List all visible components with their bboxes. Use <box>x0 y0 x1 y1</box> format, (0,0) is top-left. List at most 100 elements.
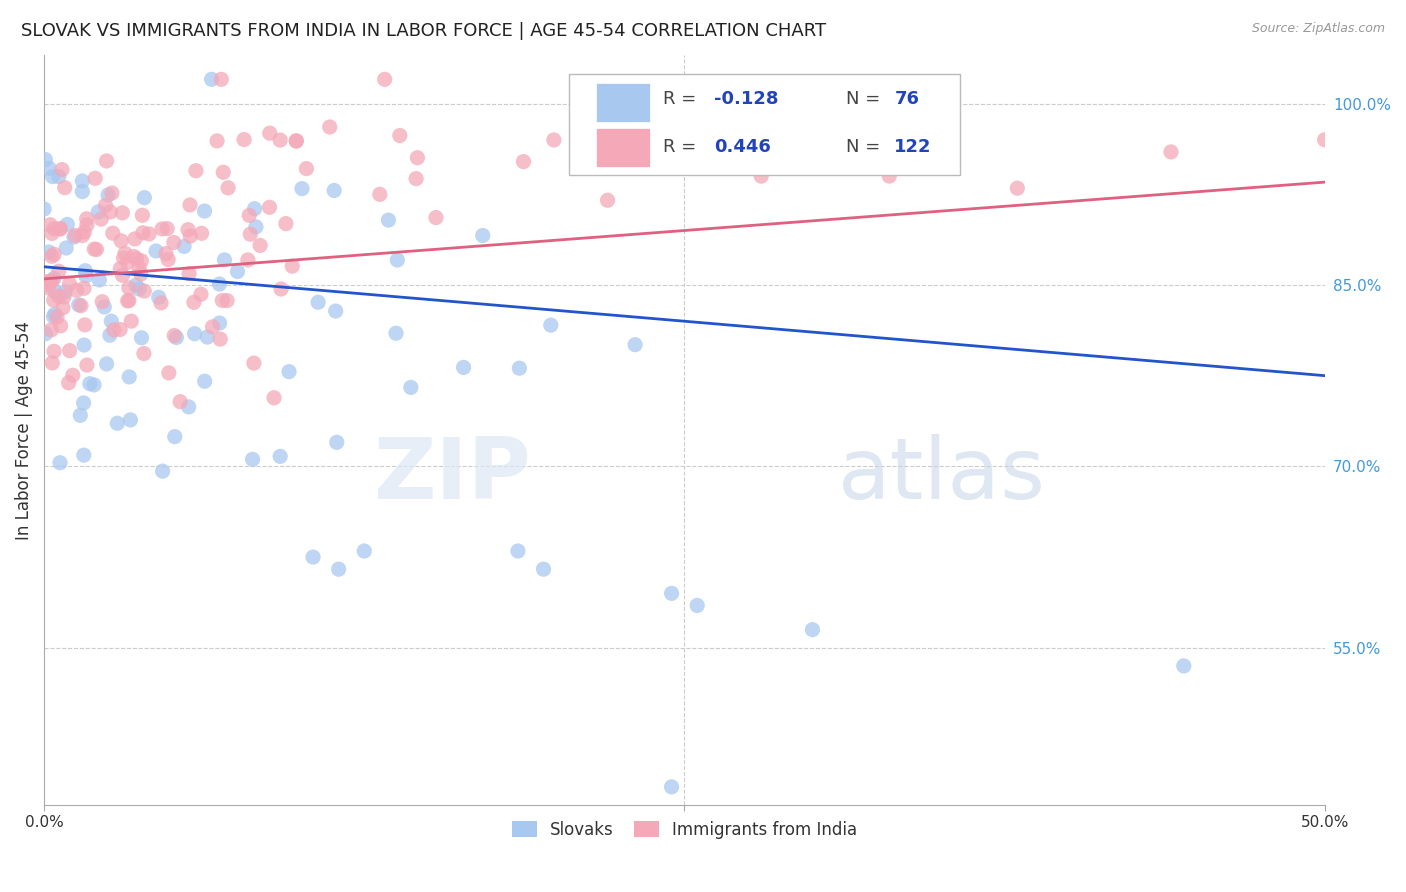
Point <box>110 234 132 248</box>
Point <box>62 368 84 383</box>
Point <box>76 218 98 232</box>
Point <box>233 132 256 146</box>
Point <box>269 133 291 147</box>
Point <box>150 222 173 236</box>
Text: atlas: atlas <box>838 434 1046 516</box>
Point <box>114 246 136 260</box>
Point <box>184 163 207 178</box>
Point <box>86 243 108 257</box>
Text: 122: 122 <box>894 138 932 156</box>
Point <box>118 370 141 384</box>
Point <box>328 562 350 576</box>
Point <box>179 229 201 244</box>
Point <box>58 376 80 390</box>
Point <box>100 205 122 219</box>
Point <box>179 198 201 212</box>
Point <box>46 310 69 325</box>
Point <box>96 153 118 168</box>
Point <box>243 202 266 216</box>
Point <box>249 238 271 252</box>
Point <box>96 357 118 371</box>
Point <box>165 330 187 344</box>
Point <box>193 204 215 219</box>
Point <box>543 133 565 147</box>
Point <box>274 217 297 231</box>
Point <box>201 319 224 334</box>
Text: 76: 76 <box>894 90 920 108</box>
Point <box>70 299 93 313</box>
Point <box>533 562 555 576</box>
Point <box>471 228 494 243</box>
Point <box>49 456 72 470</box>
Point <box>152 464 174 478</box>
Point <box>105 416 128 430</box>
Point <box>49 221 72 235</box>
Point <box>163 429 186 443</box>
Point <box>208 316 231 330</box>
Point <box>38 161 60 176</box>
Point <box>183 295 205 310</box>
Point <box>32 202 55 216</box>
Point <box>155 246 177 260</box>
Point <box>39 323 62 337</box>
Point <box>1160 145 1182 159</box>
Point <box>163 328 186 343</box>
Point <box>506 544 529 558</box>
Point <box>76 358 98 372</box>
Point <box>377 213 399 227</box>
Point <box>125 252 148 266</box>
Point <box>39 274 62 288</box>
Point <box>49 318 72 333</box>
Point <box>53 285 76 299</box>
Point <box>97 188 120 202</box>
Point <box>209 332 232 346</box>
Point <box>596 194 619 208</box>
Point <box>285 134 308 148</box>
Point <box>291 181 314 195</box>
Point <box>406 151 429 165</box>
Point <box>1313 133 1336 147</box>
Point <box>194 374 217 388</box>
Point <box>72 185 94 199</box>
Point <box>117 255 139 269</box>
Point <box>540 318 562 333</box>
Point <box>242 452 264 467</box>
Point <box>508 361 530 376</box>
Point <box>87 205 110 219</box>
Point <box>217 181 239 195</box>
Point <box>169 394 191 409</box>
Point <box>405 171 427 186</box>
Point <box>801 623 824 637</box>
Point <box>73 225 96 239</box>
Point <box>177 267 200 281</box>
Point <box>58 277 80 291</box>
Point <box>131 253 153 268</box>
Point <box>42 271 65 285</box>
Point <box>44 247 66 261</box>
Point <box>73 338 96 352</box>
Point <box>73 318 96 332</box>
Point <box>101 226 124 240</box>
Point <box>117 293 139 308</box>
Point <box>183 326 205 341</box>
Point <box>42 293 65 308</box>
Point <box>98 328 121 343</box>
Legend: Slovaks, Immigrants from India: Slovaks, Immigrants from India <box>505 814 863 846</box>
Point <box>120 413 142 427</box>
Point <box>52 301 75 315</box>
Point <box>374 72 396 87</box>
Point <box>270 282 292 296</box>
Point <box>323 184 346 198</box>
Point <box>41 356 63 370</box>
Point <box>195 330 218 344</box>
Point <box>145 244 167 258</box>
Point <box>111 206 134 220</box>
Point <box>93 300 115 314</box>
Point <box>138 227 160 241</box>
Text: ZIP: ZIP <box>373 434 530 516</box>
Point <box>48 264 70 278</box>
Point <box>41 169 63 184</box>
Point <box>83 377 105 392</box>
Point <box>278 365 301 379</box>
Point <box>259 200 281 214</box>
